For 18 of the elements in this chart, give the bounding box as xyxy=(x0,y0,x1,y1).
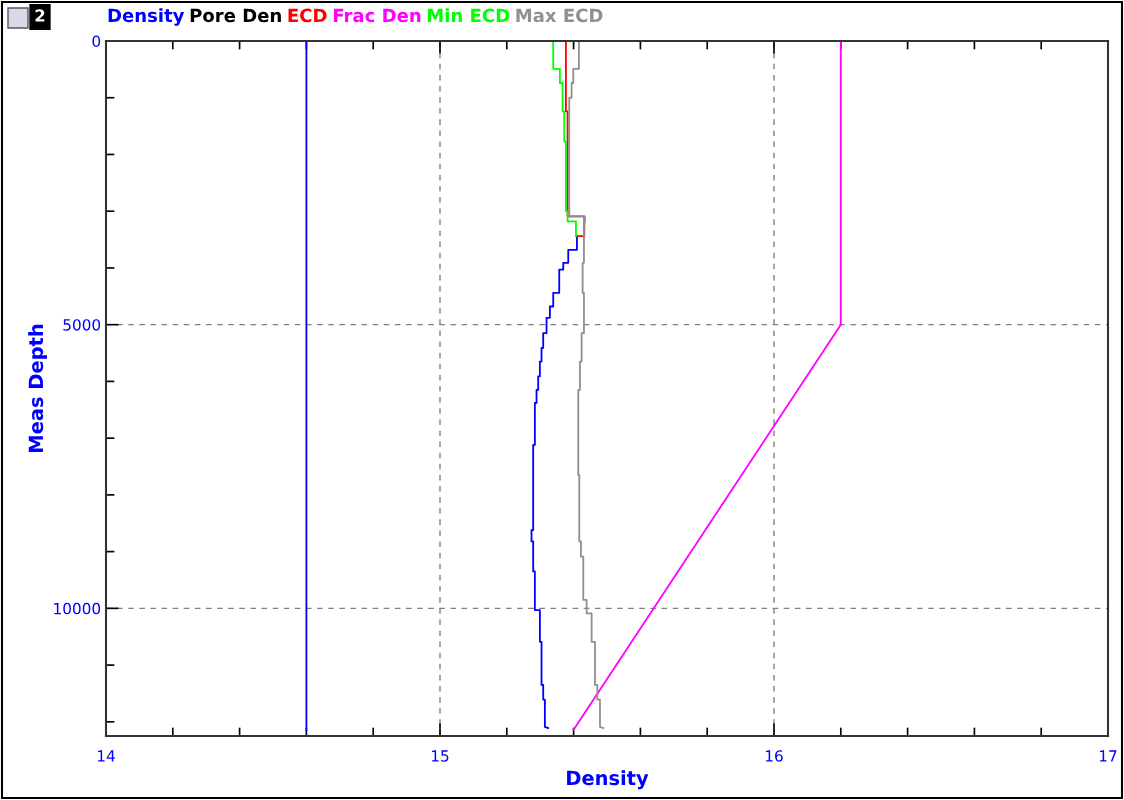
text: ECD xyxy=(288,8,327,23)
x-axis-title: Density xyxy=(567,770,649,790)
text: Min ECD xyxy=(427,8,510,23)
text: 2 xyxy=(35,9,45,22)
y-tick-label: 5000 xyxy=(63,319,101,331)
x-tick-label: 14 xyxy=(97,750,115,762)
text: Density xyxy=(108,8,185,26)
y-tick-label: 0 xyxy=(92,35,101,48)
line-series xyxy=(568,41,605,729)
line-series xyxy=(552,41,577,238)
y-axis-title: Meas Depth xyxy=(28,324,47,452)
legend-label: Pore Den xyxy=(190,8,281,23)
series-label: Max ECD xyxy=(516,8,603,23)
x-tick-label: 16 xyxy=(765,750,783,762)
y-tick-label: 10000 xyxy=(54,602,101,615)
text: Frac Den xyxy=(334,8,421,23)
x-tick-label: 15 xyxy=(431,750,449,762)
x-tick-label: 17 xyxy=(1099,750,1117,762)
